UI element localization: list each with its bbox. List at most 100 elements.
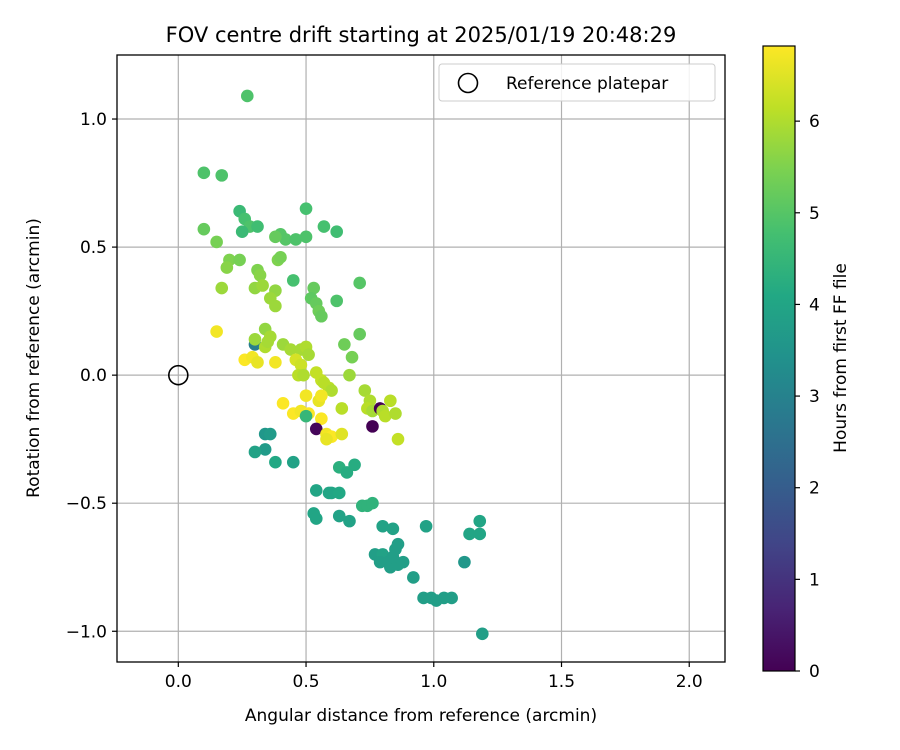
data-point — [235, 225, 249, 239]
data-point — [269, 455, 282, 469]
colorbar-label: Hours from first FF file — [831, 263, 851, 453]
data-point — [476, 627, 489, 641]
data-point — [263, 427, 277, 441]
legend-box — [438, 63, 716, 102]
data-point — [463, 527, 476, 541]
data-point — [286, 455, 300, 469]
colorbar-tick-label: 5 — [809, 204, 820, 224]
data-point — [274, 251, 287, 264]
axis-ticks: 0.0 0.5 1.0 1.5 2.0 −1.0 −0.5 0.0 0.5 1.0 — [66, 110, 703, 692]
data-point — [445, 591, 458, 605]
data-point — [366, 496, 379, 510]
data-point — [299, 202, 313, 215]
data-point — [332, 486, 346, 500]
legend-label: Reference platepar — [506, 74, 668, 94]
y-tick-label: 0.5 — [80, 238, 107, 258]
data-point — [315, 412, 328, 425]
data-points — [197, 89, 489, 641]
data-point — [309, 512, 323, 525]
data-point — [248, 445, 262, 459]
legend-open-circle-marker — [457, 72, 479, 94]
colorbar-ticks: 0 1 2 3 4 5 6 — [795, 112, 820, 682]
x-tick-label: 0.0 — [165, 672, 192, 692]
colorbar-tick-label: 3 — [809, 387, 820, 407]
y-tick-label: 0.0 — [80, 366, 107, 386]
data-point — [309, 422, 323, 436]
data-point — [458, 555, 471, 569]
data-point — [258, 443, 272, 456]
data-point — [294, 358, 308, 372]
data-point — [345, 350, 359, 364]
data-point — [307, 281, 321, 295]
grid — [117, 55, 725, 662]
colorbar-tick-label: 4 — [809, 295, 820, 315]
data-point — [325, 384, 338, 397]
data-point — [299, 230, 313, 244]
data-point — [256, 279, 269, 292]
data-point — [391, 537, 405, 551]
data-point — [210, 325, 223, 338]
data-point — [330, 294, 343, 308]
data-point — [210, 235, 223, 249]
data-point — [215, 281, 229, 295]
data-point — [338, 338, 351, 351]
data-point — [269, 230, 282, 244]
data-point — [289, 233, 303, 246]
data-point — [335, 427, 349, 441]
data-point — [197, 222, 211, 236]
data-point — [389, 407, 402, 420]
data-point — [215, 169, 229, 182]
data-point — [302, 348, 315, 361]
data-point — [261, 335, 275, 349]
data-point — [473, 514, 487, 528]
y-tick-label: 1.0 — [80, 110, 107, 130]
x-tick-label: 1.5 — [548, 672, 575, 692]
legend: Reference platepar — [438, 63, 716, 102]
reference-platepar-marker — [168, 364, 189, 386]
colorbar-tick-label: 2 — [809, 479, 820, 499]
x-tick-label: 1.0 — [420, 672, 447, 692]
data-point — [248, 332, 262, 346]
data-point — [276, 397, 290, 410]
plot-frame — [116, 54, 726, 663]
data-point — [343, 368, 356, 382]
data-point — [473, 527, 487, 541]
data-point — [386, 522, 400, 536]
data-point — [220, 261, 234, 274]
data-point — [253, 268, 267, 282]
data-point — [251, 220, 264, 233]
data-point — [378, 409, 392, 423]
data-point — [335, 402, 349, 415]
data-point — [286, 274, 300, 287]
data-point — [269, 356, 282, 369]
data-point — [279, 233, 292, 246]
y-tick-label: −1.0 — [66, 622, 107, 642]
data-point — [419, 519, 433, 533]
data-point — [317, 220, 331, 233]
data-point — [315, 389, 328, 402]
y-axis-label: Rotation from reference (arcmin) — [24, 218, 44, 498]
data-point — [358, 384, 372, 397]
data-point — [353, 276, 366, 290]
x-tick-label: 0.5 — [293, 672, 320, 692]
data-point — [384, 394, 397, 408]
data-point — [407, 571, 420, 584]
data-point — [366, 420, 379, 433]
data-point — [269, 299, 282, 313]
colorbar-tick-label: 0 — [809, 662, 820, 682]
x-axis-label: Angular distance from reference (arcmin) — [245, 706, 597, 726]
colorbar-gradient — [762, 45, 796, 672]
data-point — [309, 484, 323, 497]
x-tick-label: 2.0 — [676, 672, 703, 692]
colorbar: 0 1 2 3 4 5 6 Hours from first FF file — [762, 45, 851, 682]
colorbar-tick-label: 6 — [809, 112, 820, 132]
data-point — [315, 309, 328, 323]
y-tick-label: −0.5 — [66, 494, 107, 514]
data-point — [340, 466, 354, 479]
data-point — [348, 458, 361, 472]
data-point — [299, 409, 313, 423]
chart-title: FOV centre drift starting at 2025/01/19 … — [166, 23, 677, 47]
data-point — [240, 89, 254, 103]
data-point — [376, 519, 389, 533]
